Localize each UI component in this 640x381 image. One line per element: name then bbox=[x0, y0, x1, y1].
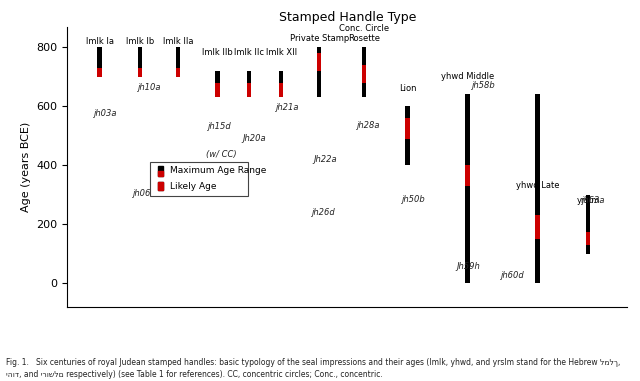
Text: jh10a: jh10a bbox=[138, 83, 162, 91]
Bar bbox=[176, 47, 180, 77]
Bar bbox=[586, 232, 590, 245]
Text: jh60d: jh60d bbox=[501, 271, 525, 280]
Text: Lion: Lion bbox=[399, 84, 417, 93]
Bar bbox=[362, 47, 366, 98]
Bar bbox=[157, 182, 163, 190]
Bar bbox=[465, 165, 470, 186]
Bar bbox=[157, 166, 163, 176]
Bar bbox=[157, 171, 163, 176]
Text: jh21a: jh21a bbox=[275, 103, 299, 112]
Bar bbox=[176, 68, 180, 77]
Bar bbox=[215, 83, 220, 98]
Text: jh58b: jh58b bbox=[472, 81, 495, 90]
Bar bbox=[138, 47, 142, 77]
Bar bbox=[586, 195, 590, 254]
Text: jh63a: jh63a bbox=[582, 196, 606, 205]
Text: Fig. 1.   Six centuries of royal Judean stamped handles: basic typology of the s: Fig. 1. Six centuries of royal Judean st… bbox=[6, 358, 621, 379]
Text: yhwd Late: yhwd Late bbox=[516, 181, 559, 190]
Text: lmlk IIc: lmlk IIc bbox=[234, 48, 264, 57]
Y-axis label: Age (years BCE): Age (years BCE) bbox=[20, 122, 31, 212]
Bar bbox=[97, 47, 102, 77]
Text: yrslm: yrslm bbox=[576, 196, 600, 205]
Bar bbox=[406, 106, 410, 165]
Bar bbox=[317, 53, 321, 71]
Text: Likely Age: Likely Age bbox=[170, 182, 216, 190]
Text: jh26d: jh26d bbox=[312, 208, 335, 217]
Bar bbox=[406, 118, 410, 139]
Text: Private Stamp: Private Stamp bbox=[289, 34, 349, 43]
Bar bbox=[535, 94, 540, 283]
Title: Stamped Handle Type: Stamped Handle Type bbox=[278, 11, 416, 24]
Text: Conc. Circle
Rosette: Conc. Circle Rosette bbox=[339, 24, 389, 43]
Text: lmlk IIb: lmlk IIb bbox=[202, 48, 233, 57]
Text: yhwd Middle: yhwd Middle bbox=[441, 72, 494, 81]
Bar bbox=[247, 83, 252, 98]
Bar bbox=[535, 215, 540, 239]
Bar bbox=[362, 65, 366, 83]
Text: Maximum Age Range: Maximum Age Range bbox=[170, 166, 266, 176]
Text: lmlk Ib: lmlk Ib bbox=[126, 37, 154, 46]
Bar bbox=[465, 94, 470, 283]
Text: jh06b: jh06b bbox=[133, 189, 157, 198]
Text: (w/ CC): (w/ CC) bbox=[206, 150, 237, 159]
Text: jh50b: jh50b bbox=[402, 195, 426, 203]
Bar bbox=[157, 182, 163, 190]
Bar bbox=[138, 68, 142, 77]
Text: Jh59h: Jh59h bbox=[456, 263, 480, 271]
Text: jh03a: jh03a bbox=[94, 109, 118, 118]
Bar bbox=[279, 83, 284, 98]
Bar bbox=[317, 47, 321, 98]
Bar bbox=[215, 71, 220, 98]
Text: lmlk IIa: lmlk IIa bbox=[163, 37, 193, 46]
Text: lmlk Ia: lmlk Ia bbox=[86, 37, 114, 46]
Text: Jh20a: Jh20a bbox=[242, 134, 266, 143]
Text: jh28a: jh28a bbox=[357, 121, 381, 130]
Bar bbox=[247, 71, 252, 98]
Bar bbox=[279, 71, 284, 98]
Bar bbox=[97, 68, 102, 77]
Bar bbox=[150, 162, 248, 196]
Text: jh15d: jh15d bbox=[209, 122, 232, 131]
Text: lmlk XII: lmlk XII bbox=[266, 48, 297, 57]
Text: Jh22a: Jh22a bbox=[314, 155, 337, 164]
